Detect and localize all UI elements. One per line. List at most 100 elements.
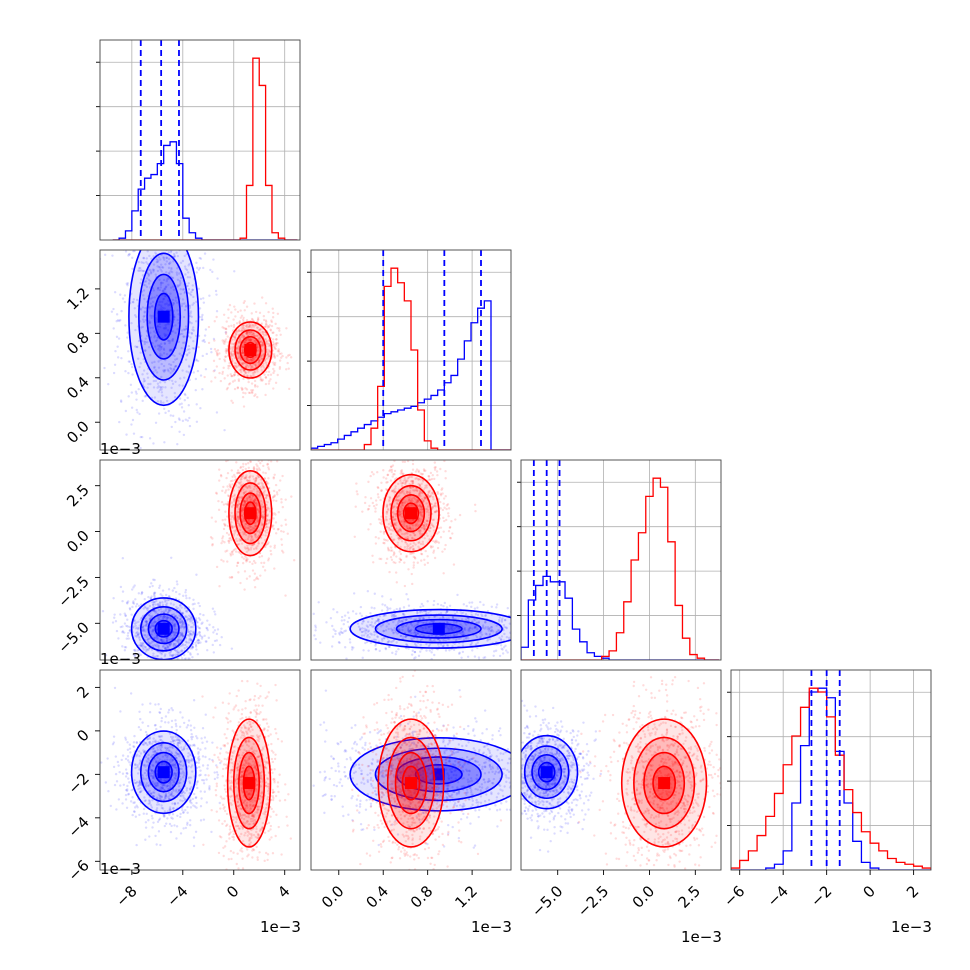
- scatter-point: [167, 588, 171, 591]
- scatter-point: [249, 323, 252, 327]
- scatter-point: [183, 392, 186, 396]
- scatter-point: [281, 505, 285, 509]
- scatter-point: [174, 420, 177, 424]
- scatter-point: [137, 267, 141, 270]
- scatter-point: [240, 314, 244, 318]
- scatter-point: [235, 348, 238, 351]
- scatter-point: [159, 217, 161, 219]
- scatter-point: [243, 422, 245, 424]
- scatter-point: [173, 315, 176, 319]
- scatter-point: [242, 445, 244, 447]
- scatter-point: [157, 644, 161, 648]
- scatter-point: [192, 301, 196, 305]
- scatter-point: [241, 351, 244, 354]
- scatter-point: [244, 340, 247, 343]
- scatter-point: [233, 387, 237, 391]
- scatter-point: [116, 345, 119, 348]
- scatter-point: [103, 253, 107, 257]
- scatter-point: [146, 386, 149, 389]
- scatter-point: [246, 374, 249, 378]
- scatter-point: [176, 639, 179, 642]
- scatter-point: [161, 640, 164, 643]
- scatter-point: [181, 341, 185, 344]
- scatter-point: [165, 279, 169, 283]
- scatter-point: [142, 660, 144, 662]
- scatter-point: [175, 580, 179, 583]
- scatter-point: [165, 271, 168, 274]
- scatter-point: [278, 365, 282, 369]
- scatter-point: [215, 632, 219, 636]
- scatter-point: [192, 371, 195, 374]
- scatter-point: [156, 325, 160, 328]
- scatter-point: [158, 651, 162, 654]
- scatter-point: [445, 507, 448, 511]
- scatter-point: [330, 645, 334, 648]
- scatter-point: [273, 355, 276, 358]
- scatter-point: [406, 598, 410, 601]
- scatter-point: [251, 371, 255, 375]
- scatter-point: [166, 323, 169, 326]
- scatter-point: [181, 621, 185, 624]
- scatter-point: [162, 401, 165, 404]
- scatter-point: [302, 649, 304, 651]
- scatter-point: [265, 507, 269, 510]
- scatter-point: [248, 560, 252, 564]
- scatter-point: [191, 284, 194, 287]
- scatter-point: [189, 620, 192, 623]
- scatter-point: [158, 303, 161, 307]
- scatter-point: [198, 307, 202, 310]
- scatter-point: [212, 631, 215, 634]
- scatter-point: [168, 348, 172, 351]
- scatter-point: [141, 399, 144, 403]
- scatter-point: [249, 486, 252, 489]
- scatter-point: [389, 598, 393, 601]
- scatter-point: [230, 374, 233, 378]
- scatter-point: [136, 630, 139, 634]
- scatter-point: [249, 339, 252, 342]
- scatter-point: [267, 352, 270, 355]
- scatter-point: [195, 266, 199, 270]
- scatter-point: [141, 625, 145, 629]
- scatter-point: [136, 632, 140, 636]
- scatter-point: [262, 464, 265, 468]
- scatter-point: [180, 606, 183, 609]
- scatter-point: [516, 650, 518, 652]
- scatter-point: [244, 467, 247, 471]
- hist-blue-2: [521, 575, 720, 660]
- scatter-point: [278, 489, 281, 492]
- scatter-point: [149, 302, 152, 305]
- scatter-point: [251, 331, 255, 335]
- scatter-point: [142, 643, 145, 646]
- scatter-point: [201, 339, 204, 343]
- scatter-point: [198, 612, 202, 616]
- scatter-point: [261, 343, 265, 347]
- scatter-point: [137, 592, 141, 595]
- scatter-point: [146, 638, 149, 642]
- scatter-point: [140, 269, 143, 272]
- scatter-point: [128, 608, 132, 611]
- scatter-point: [198, 213, 200, 215]
- scatter-point: [163, 342, 166, 345]
- scatter-point: [458, 513, 462, 517]
- scatter-point: [410, 572, 413, 576]
- scatter-point: [168, 262, 171, 265]
- scatter-point: [125, 601, 129, 604]
- scatter-point: [272, 363, 276, 366]
- scatter-point: [234, 454, 236, 456]
- scatter-point: [146, 606, 150, 610]
- scatter-point: [148, 321, 151, 325]
- scatter-point: [218, 352, 221, 355]
- scatter-point: [154, 603, 157, 606]
- scatter-point: [154, 233, 156, 235]
- scatter-point: [118, 420, 121, 424]
- scatter-point: [199, 641, 202, 644]
- scatter-point: [274, 513, 277, 516]
- scatter-point: [529, 620, 531, 622]
- scatter-point: [513, 635, 515, 637]
- scatter-point: [266, 324, 270, 328]
- scatter-point: [160, 347, 163, 351]
- scatter-point: [230, 515, 234, 519]
- scatter-point: [174, 614, 178, 617]
- scatter-point: [134, 652, 137, 656]
- scatter-point: [209, 678, 211, 680]
